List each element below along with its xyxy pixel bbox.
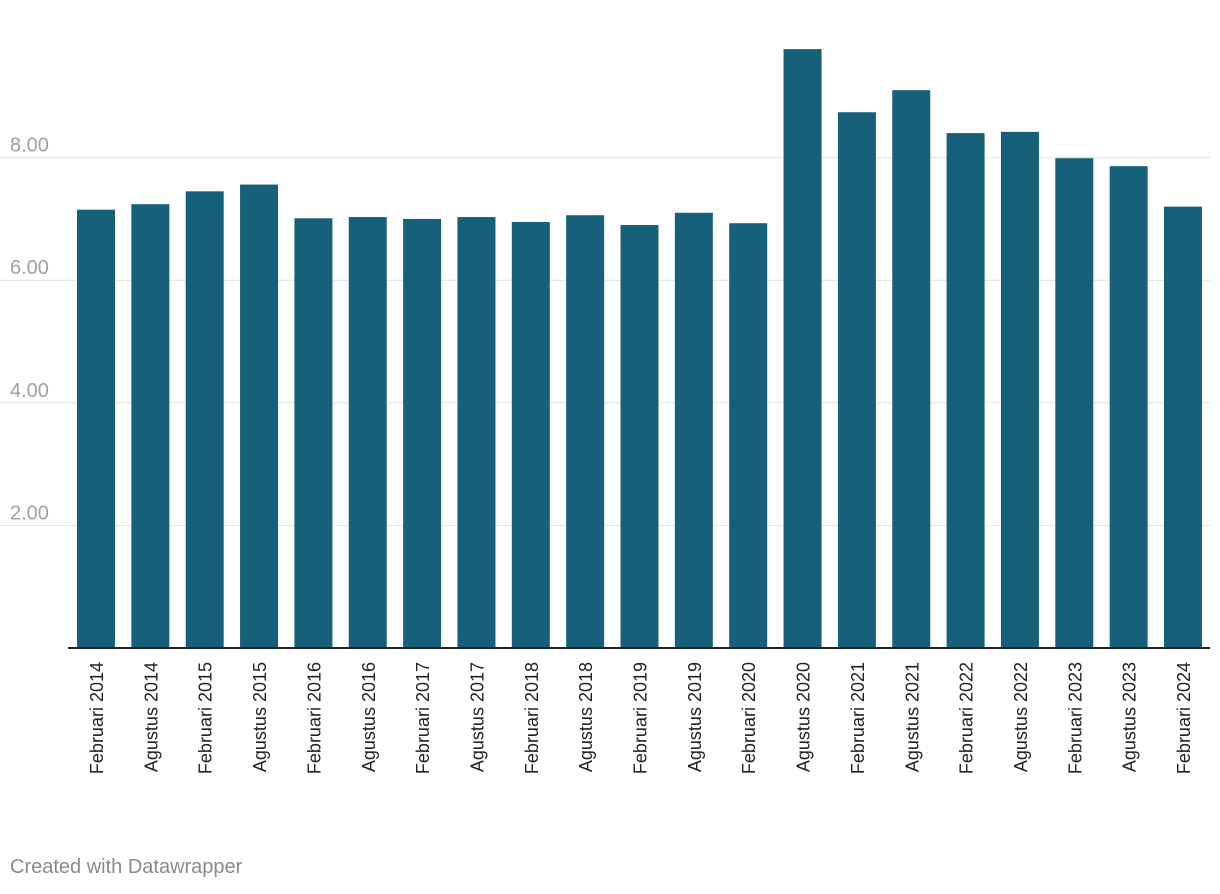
x-tick-label: Agustus 2014 xyxy=(141,662,161,772)
x-tick-label: Februari 2017 xyxy=(413,662,433,774)
y-tick-label: 8.00 xyxy=(10,135,49,157)
bar xyxy=(77,209,115,648)
bar xyxy=(131,204,170,649)
x-tick-label: Agustus 2018 xyxy=(576,662,596,772)
x-tick-label: Agustus 2015 xyxy=(250,662,270,772)
bar xyxy=(892,90,931,649)
x-tick-label: Februari 2019 xyxy=(631,662,651,774)
x-tick-label: Februari 2014 xyxy=(87,662,107,774)
x-tick-label: Agustus 2020 xyxy=(794,662,814,772)
bar xyxy=(566,215,605,649)
x-tick-label: Februari 2022 xyxy=(957,662,977,774)
x-tick-label: Februari 2015 xyxy=(196,662,216,774)
y-tick-label: 4.00 xyxy=(10,380,49,402)
bar xyxy=(348,217,387,648)
bar xyxy=(729,223,768,649)
x-tick-label: Februari 2018 xyxy=(522,662,542,774)
y-axis-ticks: 2.00 4.00 6.00 8.00 xyxy=(10,135,49,525)
x-tick-label: Februari 2023 xyxy=(1065,662,1085,774)
bar xyxy=(185,191,224,648)
x-tick-label: Agustus 2023 xyxy=(1120,662,1140,772)
x-tick-label: Agustus 2019 xyxy=(685,662,705,772)
bar xyxy=(674,212,713,648)
bar xyxy=(1000,131,1039,648)
bar xyxy=(620,225,659,648)
bar xyxy=(1164,206,1202,648)
x-tick-label: Agustus 2016 xyxy=(359,662,379,772)
x-tick-label: Februari 2020 xyxy=(739,662,759,774)
bar xyxy=(837,112,876,649)
y-tick-label: 6.00 xyxy=(10,257,49,279)
x-tick-label: Februari 2024 xyxy=(1174,662,1194,774)
bar xyxy=(511,221,550,648)
y-tick-label: 2.00 xyxy=(10,502,49,524)
bar xyxy=(403,218,442,648)
bar xyxy=(783,49,822,648)
x-tick-label: Agustus 2021 xyxy=(902,662,922,772)
bar xyxy=(946,133,985,648)
credit-text: Created with Datawrapper xyxy=(10,856,243,878)
bar xyxy=(457,217,496,648)
bars xyxy=(77,49,1202,649)
bar xyxy=(1055,158,1094,648)
x-tick-label: Februari 2021 xyxy=(848,662,868,774)
x-tick-label: Agustus 2017 xyxy=(467,662,487,772)
bar xyxy=(240,184,279,648)
x-tick-label: Agustus 2022 xyxy=(1011,662,1031,772)
bar xyxy=(1109,166,1148,648)
x-axis-labels: Februari 2014 Agustus 2014 Februari 2015 Ag… xyxy=(87,662,1194,774)
bar xyxy=(294,218,333,649)
x-tick-label: Februari 2016 xyxy=(304,662,324,774)
